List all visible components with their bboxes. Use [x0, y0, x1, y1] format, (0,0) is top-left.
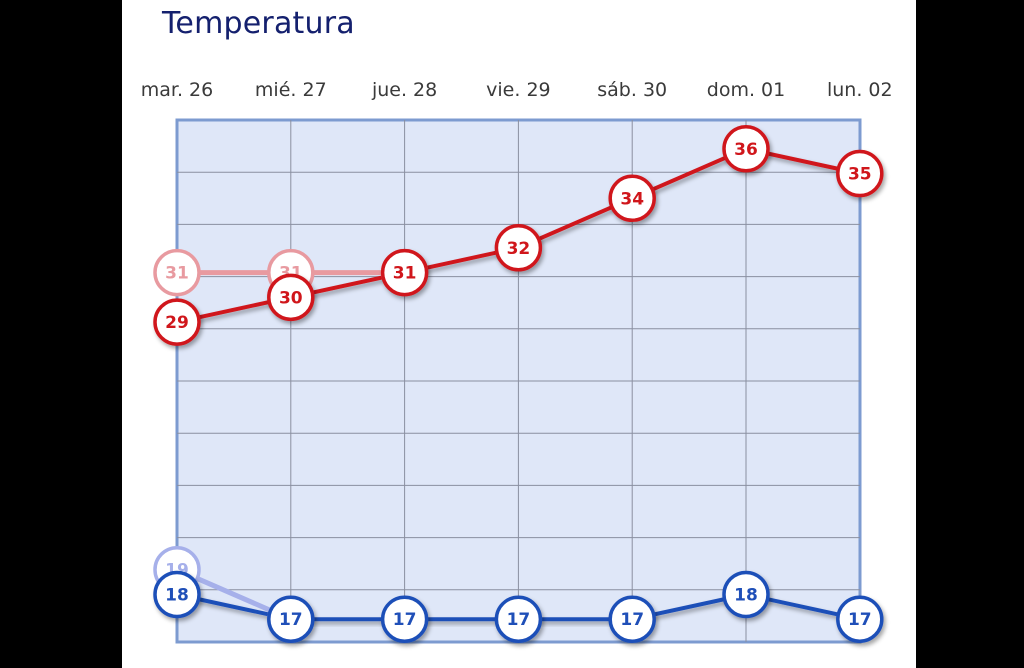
- x-axis-ticks: mar. 26 mié. 27 jue. 28 vie. 29 sáb. 30 dom. …: [141, 79, 893, 101]
- data-point-marker: [153, 570, 201, 619]
- data-point-label: 17: [393, 610, 417, 630]
- x-tick-label: vie. 29: [486, 79, 550, 101]
- data-point-marker: [836, 149, 884, 198]
- x-tick-label: mié. 27: [255, 79, 327, 101]
- chart-title: Temperatura: [162, 6, 355, 41]
- data-points: 31313119172930313234363518171717171817: [153, 125, 884, 643]
- data-point-label: 36: [734, 140, 758, 160]
- data-point-label: 18: [734, 585, 758, 605]
- data-point-marker: [380, 248, 429, 297]
- data-point-marker: [267, 273, 315, 322]
- data-point-marker: [153, 248, 201, 297]
- data-point: 30: [267, 273, 315, 322]
- data-point-marker: [267, 595, 315, 643]
- x-tick-label: jue. 28: [371, 79, 437, 101]
- data-point-label: 17: [507, 610, 531, 630]
- data-point: 36: [722, 125, 770, 173]
- data-point-marker: [153, 298, 201, 346]
- data-point-marker: [380, 595, 429, 643]
- data-point: 18: [722, 570, 770, 619]
- data-point: 35: [836, 149, 884, 198]
- data-point: 17: [494, 595, 543, 643]
- data-point-marker: [494, 595, 543, 643]
- data-point: 17: [380, 595, 429, 643]
- x-tick-label: sáb. 30: [597, 79, 667, 101]
- x-tick-label: lun. 02: [827, 79, 893, 101]
- data-point-label: 31: [393, 264, 417, 284]
- x-tick-label: dom. 01: [707, 79, 785, 101]
- data-point-label: 34: [620, 189, 644, 209]
- x-tick-label: mar. 26: [141, 79, 213, 101]
- data-point: 34: [608, 174, 656, 223]
- plot-area: [175, 118, 862, 644]
- data-point-marker: [494, 224, 543, 272]
- data-point-marker: [608, 174, 656, 223]
- data-point-label: 18: [165, 585, 189, 605]
- data-point-label: 35: [848, 165, 872, 185]
- data-point-label: 31: [165, 264, 189, 284]
- data-point: 31: [153, 248, 201, 297]
- data-point-marker: [608, 595, 656, 643]
- data-point: 32: [494, 224, 543, 272]
- data-point: 18: [153, 570, 201, 619]
- data-point-label: 17: [620, 610, 644, 630]
- data-point: 17: [267, 595, 315, 643]
- data-point: 17: [836, 595, 884, 643]
- data-point-label: 30: [279, 288, 303, 308]
- data-point-label: 17: [279, 610, 303, 630]
- data-point: 31: [380, 248, 429, 297]
- data-point: 17: [608, 595, 656, 643]
- data-point-marker: [722, 125, 770, 173]
- data-point: 29: [153, 298, 201, 346]
- data-point-label: 29: [165, 313, 189, 333]
- data-point-label: 32: [507, 239, 531, 259]
- data-point-marker: [722, 570, 770, 619]
- data-point-marker: [836, 595, 884, 643]
- data-point-label: 17: [848, 610, 872, 630]
